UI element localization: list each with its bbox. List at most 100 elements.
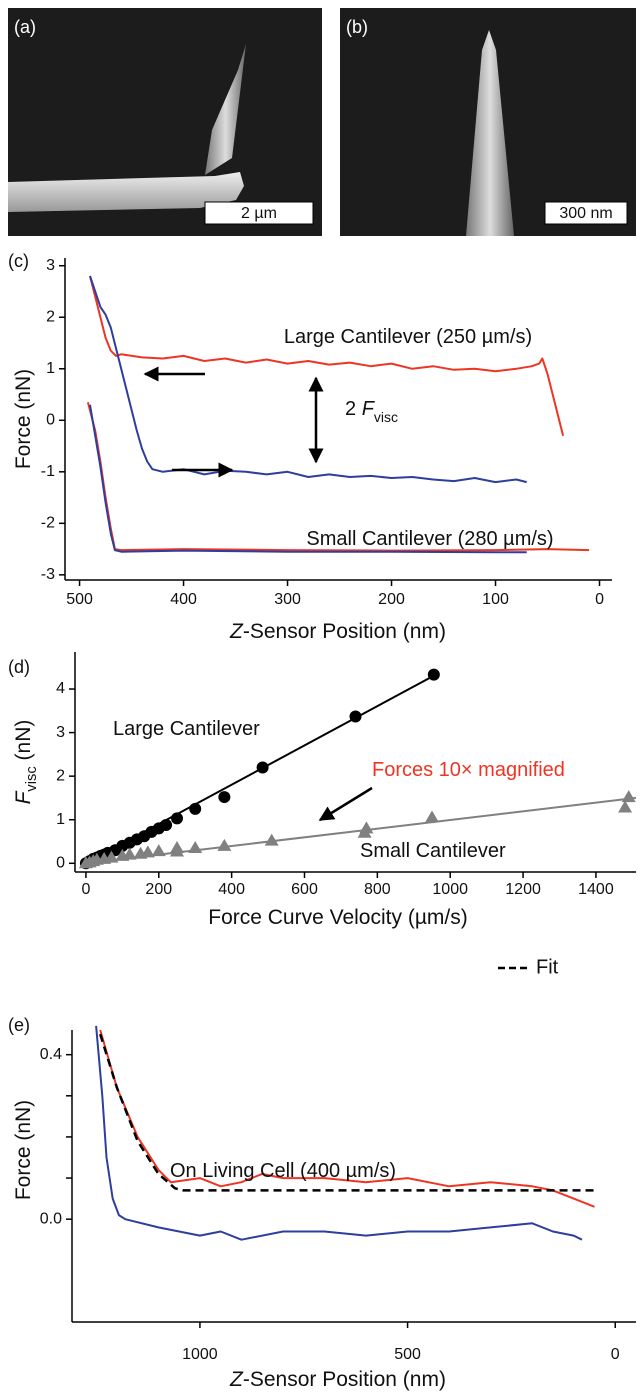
panel-label: (d) [8, 657, 30, 677]
annotation: Large Cantilever [113, 718, 260, 740]
label-part: visc [374, 409, 398, 425]
y-axis-label: Force (nN) [12, 1100, 35, 1200]
point [349, 710, 362, 723]
y-tick-label: 0 [56, 855, 65, 872]
scale-bar [204, 201, 314, 225]
x-axis-label: Z-Sensor Position (nm) [229, 1368, 446, 1391]
point [218, 791, 231, 804]
label-part: Z [229, 620, 244, 643]
annotation: Forces 10× magnified [372, 759, 565, 781]
label-part: F [12, 790, 35, 804]
series-line [99, 1033, 595, 1192]
series-line [89, 404, 527, 554]
x-axis-label: Z-Sensor Position (nm) [229, 620, 446, 643]
x-tick-label: 0 [595, 591, 604, 608]
series-line [99, 1029, 595, 1208]
point [188, 841, 203, 854]
y-axis-label: Fvisc (nN) [12, 720, 40, 805]
legend-label: Fit [536, 956, 559, 978]
annotation: On Living Cell (400 µm/s) [170, 1160, 396, 1182]
y-tick-label: -1 [41, 463, 55, 480]
label-part: (nN) [12, 720, 35, 767]
point [256, 761, 269, 774]
x-tick-label: 200 [145, 881, 172, 898]
y-tick-label: 3 [56, 724, 65, 741]
label-part: Small Cantilever (280 µm/s) [306, 528, 553, 550]
x-tick-label: 300 [274, 591, 301, 608]
series-line [95, 1025, 583, 1241]
scale-text: 300 nm [559, 205, 612, 222]
scale-bar [544, 201, 628, 225]
x-tick-label: 1000 [182, 1346, 218, 1363]
x-tick-label: 1400 [578, 881, 614, 898]
point [217, 838, 232, 851]
label-part: Z [229, 1368, 244, 1391]
scale-text: 2 µm [241, 205, 277, 222]
point [425, 810, 439, 823]
x-tick-label: 500 [66, 591, 93, 608]
label-part: Large Cantilever [113, 718, 260, 740]
image-a: (a) 2 µm [8, 8, 322, 236]
y-tick-label: -2 [41, 515, 55, 532]
x-tick-label: 800 [364, 881, 391, 898]
panel-label: (b) [346, 17, 368, 37]
y-tick-label: 0.0 [40, 1210, 62, 1227]
series-line [89, 275, 527, 484]
label-part: 2 [345, 398, 362, 420]
point [264, 833, 279, 846]
point [170, 841, 184, 854]
x-tick-label: 1200 [505, 881, 541, 898]
point [140, 845, 155, 858]
x-tick-label: 1000 [432, 881, 468, 898]
label-part: On Living Cell (400 µm/s) [170, 1160, 396, 1182]
annotation: Small Cantilever [360, 840, 506, 862]
x-tick-label: 600 [291, 881, 318, 898]
annotation: 2 Fvisc [345, 398, 398, 424]
x-tick-label: 100 [482, 591, 509, 608]
image-b: (b) 300 nm [340, 8, 636, 236]
y-tick-label: 3 [46, 257, 55, 274]
x-tick-label: 500 [394, 1346, 421, 1363]
tip [205, 44, 246, 175]
x-axis-label: Force Curve Velocity (µm/s) [208, 906, 468, 929]
y-tick-label: 0 [46, 412, 55, 429]
point [427, 668, 440, 681]
point [104, 850, 119, 863]
panel-label: (a) [14, 17, 36, 37]
y-tick-label: 2 [56, 767, 65, 784]
annotation: Large Cantilever (250 µm/s) [284, 326, 532, 348]
y-tick-label: 0.4 [40, 1046, 62, 1063]
y-tick-label: -3 [41, 566, 55, 583]
label-part: visc [24, 766, 40, 791]
y-axis-label: Force (nN) [12, 369, 35, 469]
point [621, 790, 636, 803]
x-tick-label: 200 [378, 591, 405, 608]
y-tick-label: 4 [56, 680, 65, 697]
panel-label: (c) [8, 251, 29, 271]
label-part: Force (nN) [12, 369, 35, 469]
tip [466, 30, 514, 236]
point [160, 818, 173, 831]
arrow [318, 786, 373, 822]
point [189, 802, 202, 815]
point [359, 821, 374, 834]
y-tick-label: 1 [56, 811, 65, 828]
series-line [89, 275, 565, 436]
label-part: -Sensor Position (nm) [243, 1368, 446, 1391]
point [171, 812, 183, 825]
point [151, 844, 166, 857]
x-tick-label: 0 [81, 881, 90, 898]
label-part: Force Curve Velocity (µm/s) [208, 906, 468, 929]
label-part: Forces 10× magnified [372, 759, 565, 781]
x-tick-label: 0 [611, 1346, 620, 1363]
annotation: Small Cantilever (280 µm/s) [306, 528, 553, 550]
panel-label: (e) [8, 1015, 30, 1035]
cantilever [8, 172, 244, 212]
label-part: F [362, 398, 376, 420]
label-part: Large Cantilever (250 µm/s) [284, 326, 532, 348]
y-tick-label: 1 [46, 360, 55, 377]
x-tick-label: 400 [218, 881, 245, 898]
label-part: Force (nN) [12, 1100, 35, 1200]
x-tick-label: 400 [170, 591, 197, 608]
